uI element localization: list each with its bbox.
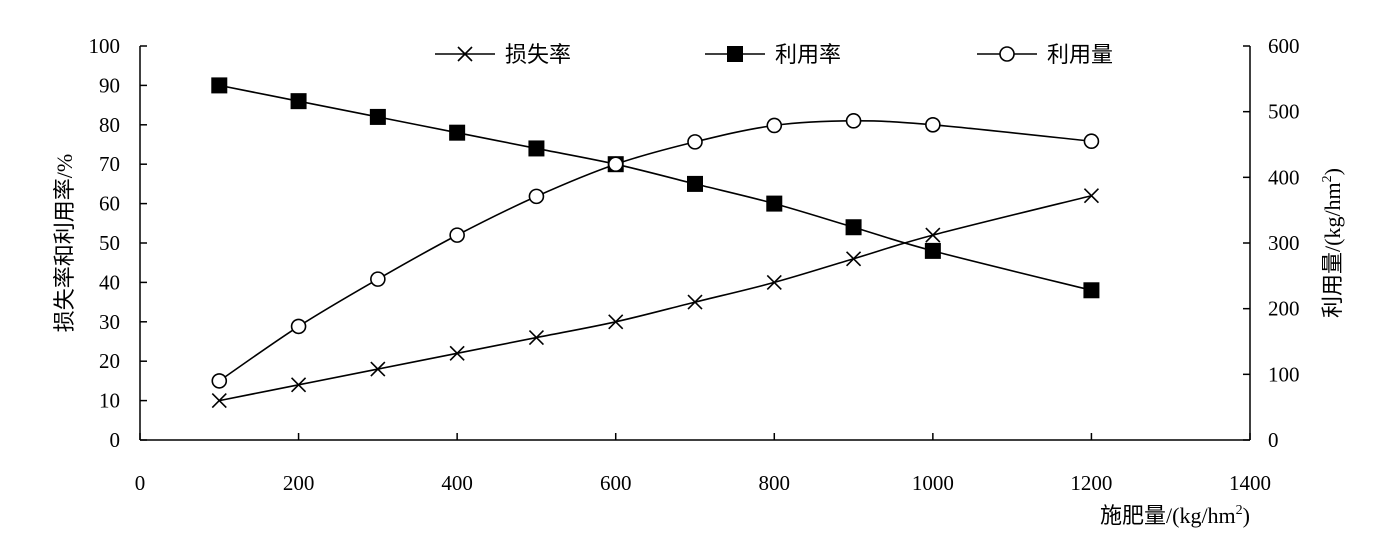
- series-utilization-amount-circle-marker: [211, 373, 228, 389]
- legend-utilization-rate-label: 利用率: [775, 42, 841, 67]
- y-left-tick-label: 90: [99, 73, 120, 97]
- y-left-tick-label: 70: [99, 152, 120, 176]
- series-loss-rate-x-marker: [608, 314, 624, 330]
- left-y-axis-title: 损失率和利用率/%: [52, 154, 77, 332]
- legend-utilization-rate-square-marker: [727, 46, 743, 62]
- series-utilization-amount-circle-marker: [449, 227, 465, 243]
- legend-loss-rate: 损失率: [435, 42, 571, 67]
- series-loss-rate-x-marker: [687, 294, 703, 310]
- legend-utilization-amount: 利用量: [977, 42, 1113, 67]
- series-utilization-amount-circle-marker: [766, 117, 783, 134]
- y-right-tick-label: 500: [1268, 100, 1300, 124]
- series-utilization-rate-line: [219, 84, 1092, 292]
- series-loss-rate-x-marker: [766, 274, 782, 290]
- y-left-tick-label: 80: [99, 113, 120, 137]
- legend-utilization-rate: 利用率: [705, 42, 841, 67]
- series-utilization-rate-square-marker: [766, 195, 783, 212]
- series-utilization-rate-square-marker: [369, 108, 386, 125]
- legend-loss-rate-label: 损失率: [505, 42, 571, 67]
- series-loss-rate-x-marker: [846, 251, 862, 267]
- series-layer: [211, 77, 1100, 409]
- series-loss-rate-x-marker: [925, 227, 941, 243]
- series-utilization-rate: [211, 77, 1100, 299]
- legend-loss-rate-x-marker: [457, 46, 473, 62]
- ticks: 0 200 400 600 800 1000 1200 1400010203040506070…: [89, 34, 1300, 495]
- series-utilization-amount-circle-marker: [925, 117, 941, 133]
- series-utilization-amount-circle-marker: [607, 156, 624, 172]
- y-right-tick-label: 100: [1268, 362, 1300, 386]
- series-loss-rate-x-marker: [370, 361, 386, 377]
- y-left-tick-label: 0: [110, 428, 121, 452]
- series-utilization-amount-line: [218, 120, 1092, 382]
- y-left-tick-label: 50: [99, 231, 120, 255]
- series-utilization-rate-square-marker: [449, 124, 466, 141]
- y-right-tick-label: 0: [1268, 428, 1279, 452]
- y-right-tick-label: 200: [1268, 297, 1300, 321]
- series-utilization-amount-circle-marker: [290, 318, 307, 335]
- y-right-tick-label: 300: [1268, 231, 1300, 255]
- right-y-axis-title: 利用量/(kg/hm2): [1320, 168, 1345, 318]
- series-loss-rate: [211, 188, 1099, 409]
- series-utilization-amount: [211, 113, 1100, 389]
- x-tick-label: 200: [283, 471, 315, 495]
- series-loss-rate-x-marker: [449, 345, 465, 361]
- y-left-tick-label: 60: [99, 192, 120, 216]
- series-loss-rate-x-marker: [211, 393, 227, 409]
- y-left-tick-label: 40: [99, 270, 120, 294]
- series-utilization-rate-square-marker: [687, 175, 703, 192]
- x-tick-label: 1000: [912, 471, 954, 495]
- x-tick-label: 800: [759, 471, 791, 495]
- y-right-tick-label: 600: [1268, 34, 1300, 58]
- x-tick-label: 400: [441, 471, 473, 495]
- legend-utilization-amount-circle-marker: [999, 46, 1015, 62]
- y-left-tick-label: 20: [99, 349, 120, 373]
- series-utilization-amount-circle-marker: [528, 188, 545, 205]
- series-loss-rate-x-marker: [291, 377, 307, 393]
- legend: 损失率 利用率 利用量: [435, 42, 1113, 67]
- series-utilization-amount-circle-marker: [845, 113, 862, 129]
- series-utilization-rate-square-marker: [290, 93, 307, 110]
- x-axis-title: 施肥量/(kg/hm2): [1100, 503, 1250, 528]
- x-tick-label: 600: [600, 471, 632, 495]
- series-utilization-amount-circle-marker: [687, 134, 703, 150]
- series-utilization-rate-square-marker: [1083, 282, 1100, 299]
- y-left-tick-label: 10: [99, 389, 120, 413]
- series-loss-rate-line: [219, 194, 1092, 402]
- series-loss-rate-x-marker: [528, 329, 544, 346]
- series-utilization-rate-square-marker: [845, 219, 862, 236]
- y-left-tick-label: 100: [89, 34, 121, 58]
- series-utilization-amount-circle-marker: [1083, 133, 1100, 150]
- series-utilization-amount-circle-marker: [370, 271, 386, 287]
- series-loss-rate-x-marker: [1083, 188, 1099, 204]
- series-utilization-rate-square-marker: [924, 242, 941, 259]
- series-utilization-rate-square-marker: [211, 77, 228, 94]
- x-tick-label: 1400: [1229, 471, 1271, 495]
- legend-utilization-amount-label: 利用量: [1047, 42, 1113, 67]
- x-tick-label: 1200: [1070, 471, 1112, 495]
- y-right-tick-label: 400: [1268, 165, 1300, 189]
- series-utilization-rate-square-marker: [528, 140, 545, 157]
- y-left-tick-label: 30: [99, 310, 120, 334]
- x-tick-label: 0: [135, 471, 146, 495]
